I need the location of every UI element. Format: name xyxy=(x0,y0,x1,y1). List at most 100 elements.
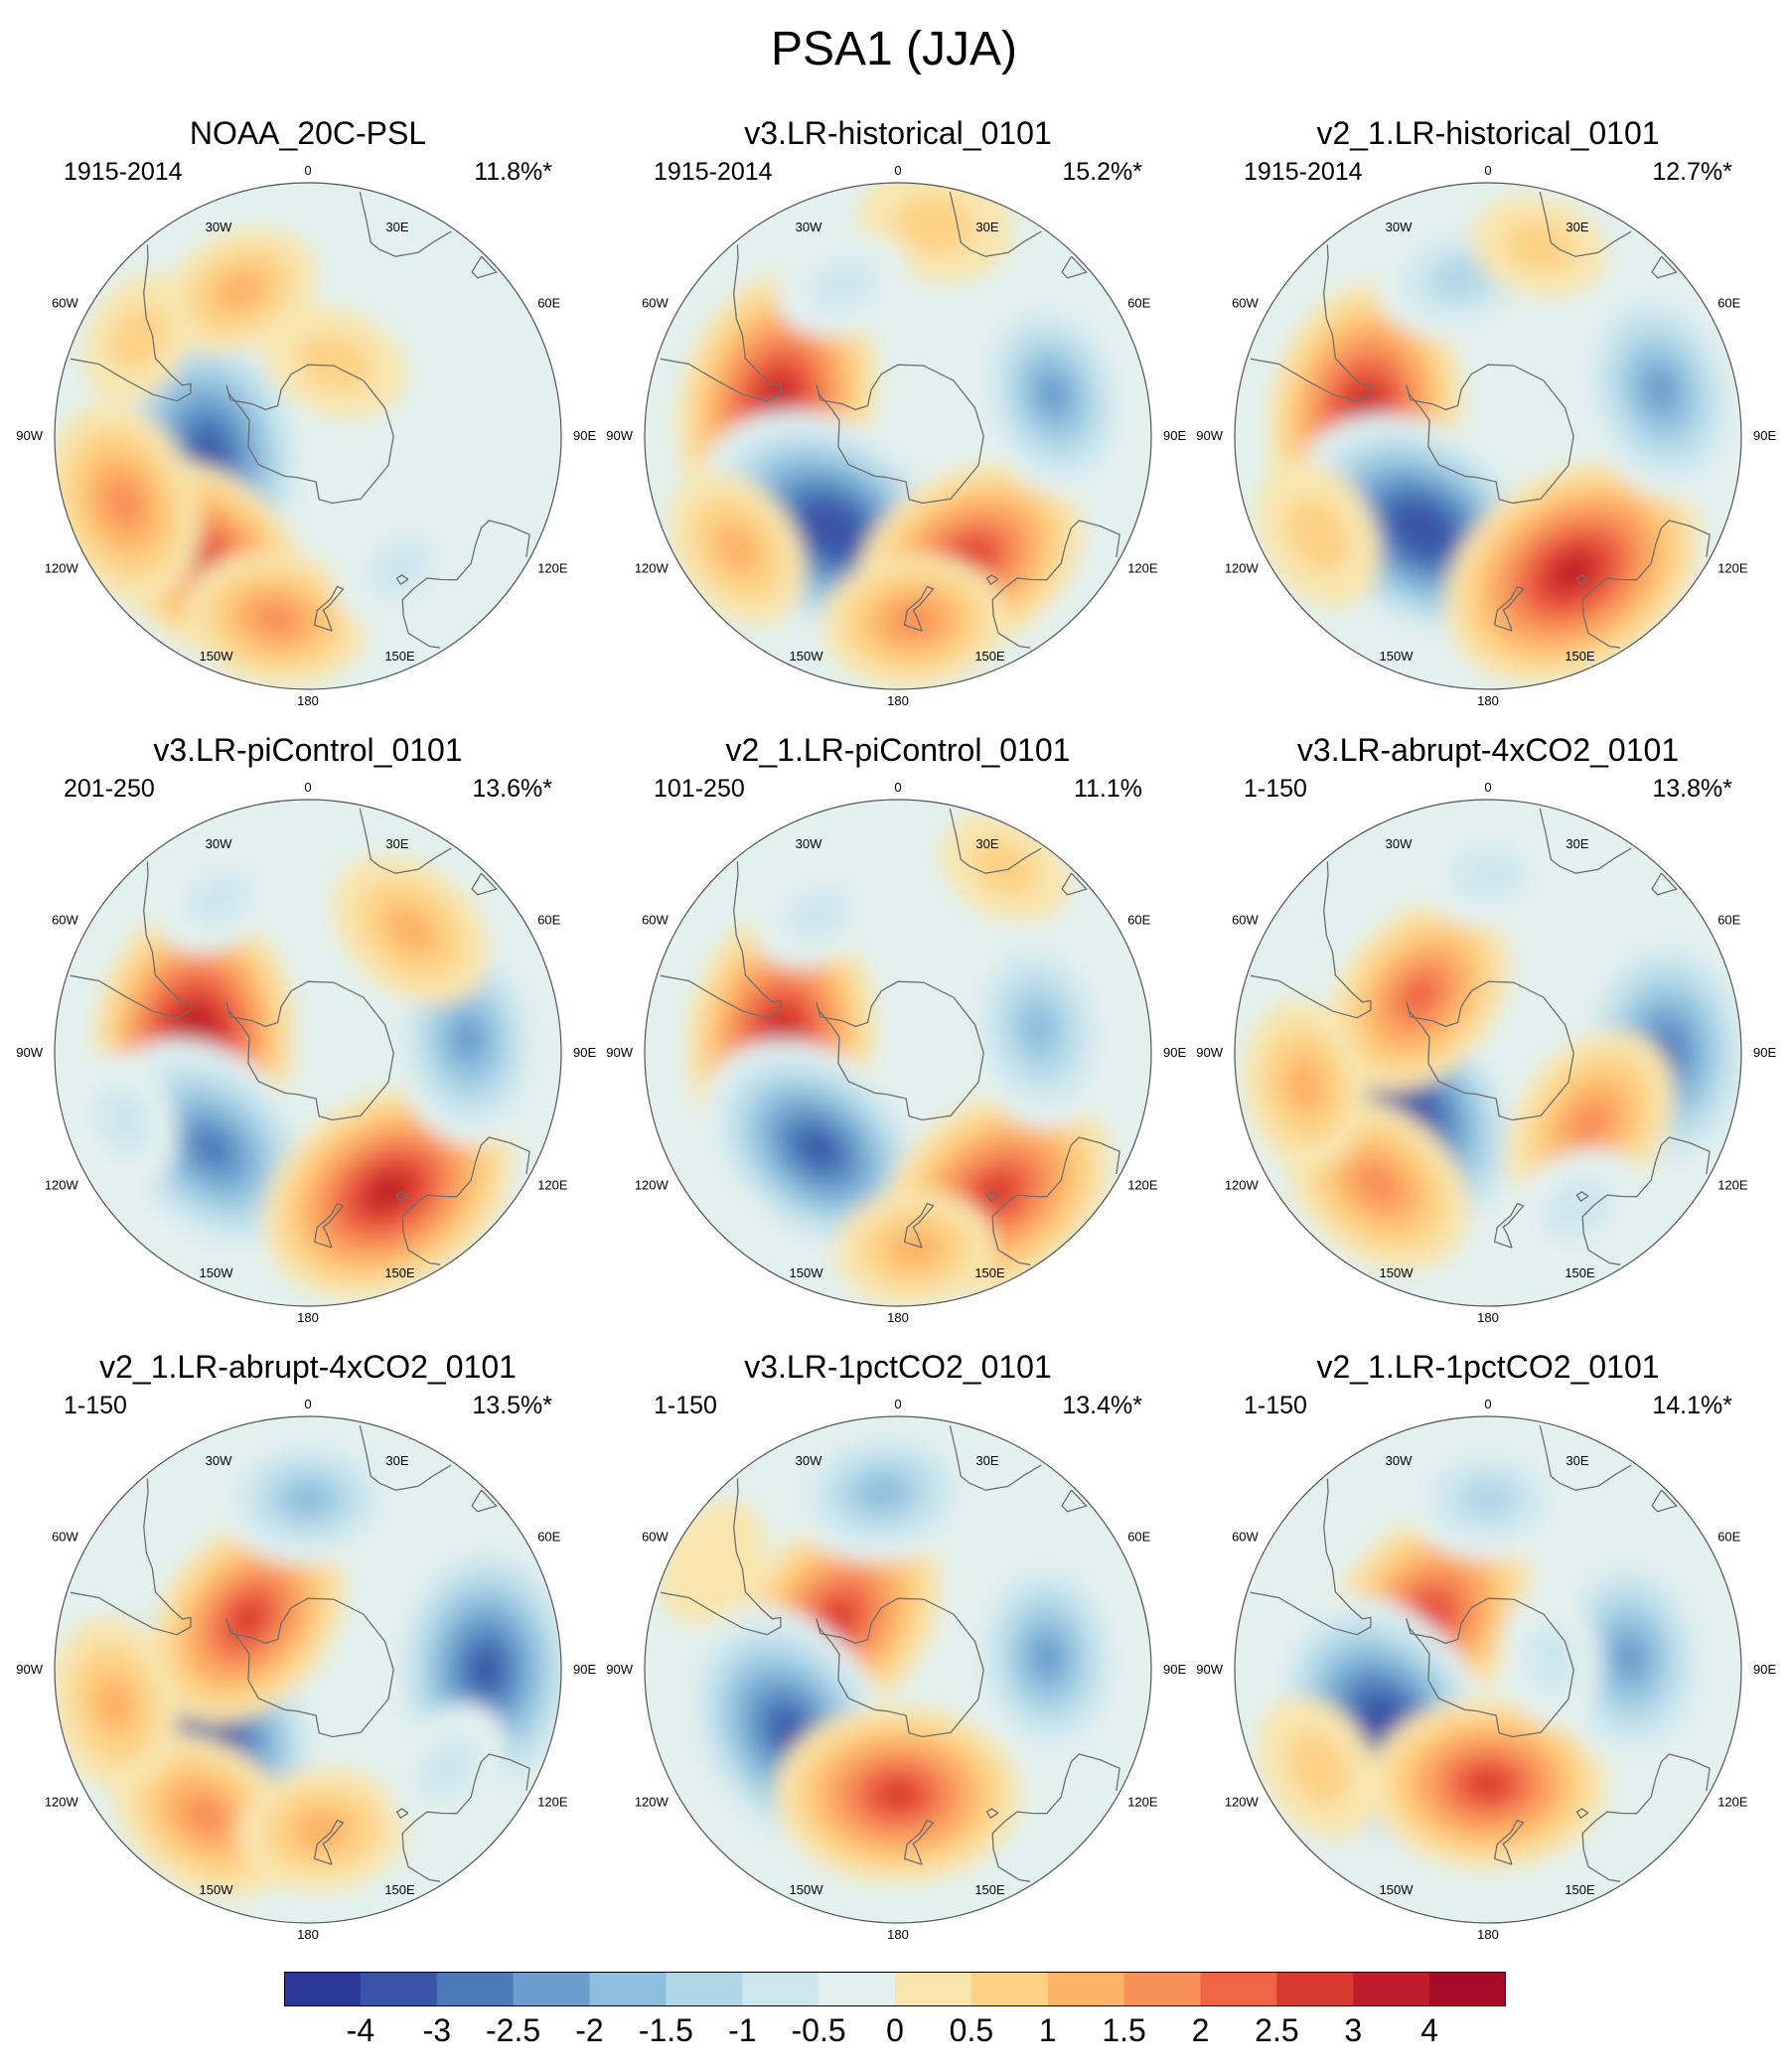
longitude-label: 0 xyxy=(1484,780,1491,795)
longitude-label: 30E xyxy=(1565,220,1588,234)
coastline xyxy=(949,808,1042,874)
longitude-label: 120W xyxy=(635,1178,670,1193)
longitude-label: 90W xyxy=(16,428,43,443)
coastline xyxy=(1061,255,1088,279)
coastline xyxy=(225,1597,394,1738)
longitude-label: 180 xyxy=(1477,693,1499,708)
longitude-label: 90E xyxy=(1163,1662,1186,1677)
anomaly-center xyxy=(332,855,491,1005)
longitude-label: 120W xyxy=(1225,561,1260,576)
coastline xyxy=(1406,1597,1574,1738)
longitude-label: 30W xyxy=(796,220,822,234)
longitude-label: 150E xyxy=(974,1265,1005,1280)
longitude-label: 180 xyxy=(297,1927,319,1942)
coastline xyxy=(985,1191,999,1203)
coastline xyxy=(471,872,498,896)
coastline xyxy=(991,1136,1120,1265)
anomaly-center xyxy=(1243,999,1369,1171)
longitude-label: 120E xyxy=(537,561,568,576)
colorbar-swatch xyxy=(589,1972,667,2005)
map-rim xyxy=(54,799,562,1307)
colorbar-tick-label: 0 xyxy=(886,2012,904,2048)
coastline xyxy=(991,1753,1120,1882)
longitude-label: 60E xyxy=(1717,1530,1740,1545)
longitude-label: 60E xyxy=(537,1530,560,1545)
coastline xyxy=(313,585,345,632)
period-label: 1-150 xyxy=(64,1392,127,1419)
longitude-label: 0 xyxy=(894,1397,901,1411)
colorbar-swatch xyxy=(1123,1972,1202,2005)
longitude-label: 120W xyxy=(635,1795,670,1810)
anomaly-center xyxy=(702,1039,934,1258)
anomaly-center xyxy=(1576,279,1741,501)
longitude-label: 90E xyxy=(1753,1662,1776,1677)
map-rim xyxy=(1234,1415,1742,1924)
longitude-label: 150W xyxy=(790,1265,824,1280)
map-panel-7: v2_1.LR-abrupt-4xCO2_0101 1-150 13.5%* 0… xyxy=(10,1347,606,1963)
longitude-label: 60E xyxy=(1717,913,1740,928)
longitude-label: 150E xyxy=(1564,1265,1595,1280)
map-rim xyxy=(54,182,562,690)
coastline xyxy=(1581,1136,1711,1265)
longitude-label: 90W xyxy=(1196,1662,1223,1677)
anomaly-center xyxy=(774,1704,1022,1884)
coastline xyxy=(1651,872,1678,896)
longitude-label: 0 xyxy=(894,780,901,795)
figure-title: PSA1 (JJA) xyxy=(770,23,1018,75)
anomaly-center xyxy=(55,1616,180,1792)
colorbar-swatch xyxy=(819,1972,896,2005)
colorbar-swatch xyxy=(742,1972,820,2005)
longitude-label: 90W xyxy=(606,428,633,443)
anomaly-center xyxy=(215,1431,401,1565)
longitude-label: 60W xyxy=(52,913,78,928)
colorbar-swatch xyxy=(1276,1972,1354,2005)
longitude-label: 90E xyxy=(573,428,596,443)
longitude-label: 30W xyxy=(206,1453,232,1468)
polar-map: 0 30E 60E 90E 120E 150E 180 150W 120W 90W 60W 30W xyxy=(16,780,596,1325)
longitude-label: 90E xyxy=(573,1662,596,1677)
polar-map: 0 30E 60E 90E 120E 150E 180 150W 120W 90W 60W 30W xyxy=(16,163,596,708)
coastline xyxy=(395,1191,409,1203)
panel-title: v2_1.LR-piControl_0101 xyxy=(725,732,1071,768)
variance-label: 12.7%* xyxy=(1652,158,1732,186)
longitude-label: 150W xyxy=(1380,1882,1415,1897)
longitude-label: 150E xyxy=(384,649,415,664)
coastline xyxy=(903,1819,935,1865)
longitude-label: 60E xyxy=(1127,296,1150,311)
longitude-label: 60W xyxy=(642,1530,669,1545)
colorbar-swatch xyxy=(436,1972,515,2005)
longitude-label: 150W xyxy=(790,1882,824,1897)
panel-title: v2_1.LR-abrupt-4xCO2_0101 xyxy=(99,1349,517,1385)
map-panel-3: v2_1.LR-historical_0101 1915-2014 12.7%*… xyxy=(1190,113,1786,729)
longitude-label: 0 xyxy=(894,163,901,178)
polar-map: 0 30E 60E 90E 120E 150E 180 150W 120W 90W 60W 30W xyxy=(606,163,1186,708)
map-panel-1: NOAA_20C-PSL 1915-2014 11.8%* 0 30E 60E 90E… xyxy=(10,113,606,729)
colorbar-swatch xyxy=(360,1972,438,2005)
anomaly-center xyxy=(1255,460,1382,608)
longitude-label: 90E xyxy=(573,1045,596,1060)
coastline xyxy=(985,1808,999,1820)
longitude-label: 60E xyxy=(1127,1530,1150,1545)
coastline xyxy=(1581,1753,1711,1882)
polar-map: 0 30E 60E 90E 120E 150E 180 150W 120W 90W 60W 30W xyxy=(606,780,1186,1325)
variance-label: 13.6%* xyxy=(472,775,552,803)
variance-label: 14.1%* xyxy=(1652,1392,1732,1419)
anomaly-center xyxy=(1328,899,1511,1092)
anomaly-center xyxy=(669,472,807,626)
longitude-label: 30W xyxy=(796,836,822,851)
panel-title: v2_1.LR-historical_0101 xyxy=(1316,115,1660,151)
longitude-label: 90W xyxy=(16,1662,43,1677)
coastline xyxy=(225,980,394,1121)
longitude-label: 150W xyxy=(200,1265,234,1280)
coastline xyxy=(395,1808,409,1820)
longitude-label: 30W xyxy=(1386,220,1413,234)
variance-label: 11.1% xyxy=(1073,775,1142,803)
anomaly-center xyxy=(969,1550,1125,1764)
coastline xyxy=(401,519,530,649)
colorbar-swatch xyxy=(1429,1972,1506,2005)
longitude-label: 150E xyxy=(1564,1882,1595,1897)
polar-map: 0 30E 60E 90E 120E 150E 180 150W 120W 90W 60W 30W xyxy=(606,1397,1186,1942)
longitude-label: 30E xyxy=(975,220,998,234)
coastline xyxy=(70,861,192,1019)
longitude-label: 30E xyxy=(1565,836,1588,851)
